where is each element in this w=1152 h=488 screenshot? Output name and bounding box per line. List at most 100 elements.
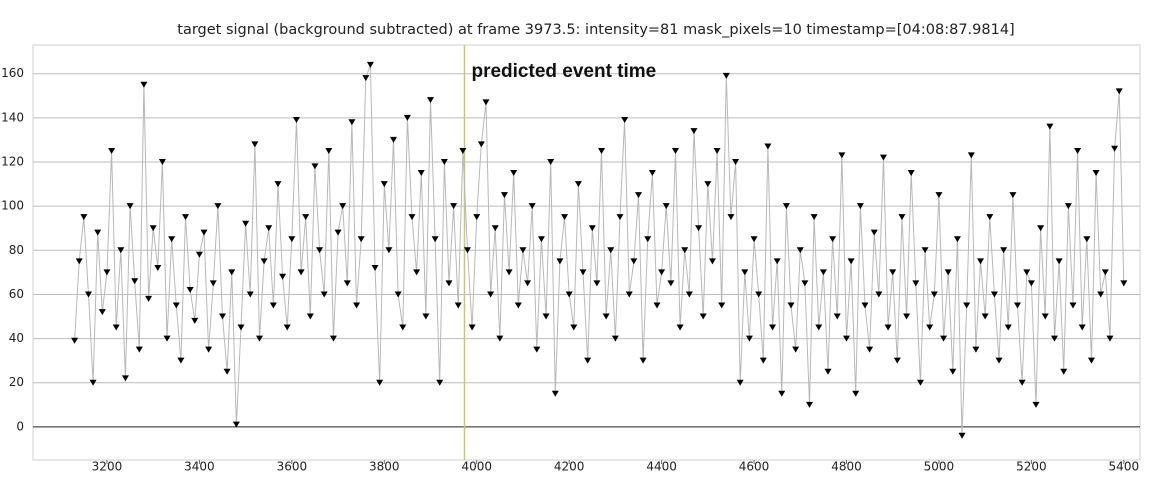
marker	[1014, 302, 1022, 309]
marker	[755, 291, 763, 298]
marker	[866, 346, 874, 353]
event-annotation: predicted event time	[471, 61, 656, 82]
marker	[255, 335, 263, 342]
marker	[782, 203, 790, 210]
marker	[195, 251, 203, 258]
marker	[824, 368, 832, 375]
marker	[778, 390, 786, 397]
marker	[722, 72, 730, 79]
marker	[829, 236, 837, 243]
marker	[505, 269, 513, 276]
x-tick-label: 5000	[924, 460, 955, 474]
marker	[713, 147, 721, 154]
marker	[1023, 269, 1031, 276]
marker	[459, 147, 467, 154]
marker	[625, 291, 633, 298]
y-tick-label: 140	[1, 110, 24, 124]
marker	[108, 147, 116, 154]
marker	[1041, 313, 1049, 320]
marker	[542, 313, 550, 320]
marker	[574, 181, 582, 188]
marker	[944, 269, 952, 276]
marker	[1092, 170, 1100, 177]
marker	[658, 269, 666, 276]
marker	[94, 229, 102, 236]
marker	[487, 291, 495, 298]
marker	[537, 236, 545, 243]
marker	[269, 302, 277, 309]
marker	[510, 170, 518, 177]
marker	[440, 158, 448, 165]
marker	[417, 170, 425, 177]
marker	[621, 117, 629, 124]
marker	[598, 147, 606, 154]
marker	[112, 324, 120, 331]
marker	[422, 313, 430, 320]
marker	[745, 335, 753, 342]
marker	[209, 280, 217, 287]
marker	[616, 214, 624, 221]
marker	[177, 357, 185, 364]
x-tick-label: 4000	[461, 460, 492, 474]
y-tick-label: 160	[1, 66, 24, 80]
marker	[366, 61, 374, 68]
marker	[741, 269, 749, 276]
marker	[399, 324, 407, 331]
marker	[819, 269, 827, 276]
marker	[1074, 147, 1082, 154]
marker	[500, 192, 508, 199]
marker	[1000, 247, 1008, 254]
y-tick-label: 80	[9, 243, 24, 257]
x-tick-label: 3200	[92, 460, 123, 474]
marker	[838, 152, 846, 159]
marker	[921, 247, 929, 254]
x-tick-label: 5400	[1109, 460, 1140, 474]
marker	[394, 291, 402, 298]
marker	[699, 313, 707, 320]
marker	[131, 278, 139, 285]
marker	[861, 302, 869, 309]
marker	[242, 220, 250, 227]
marker	[316, 247, 324, 254]
marker	[634, 192, 642, 199]
marker	[454, 302, 462, 309]
marker	[986, 214, 994, 221]
marker	[214, 203, 222, 210]
marker	[704, 181, 712, 188]
marker	[219, 313, 227, 320]
marker	[297, 269, 305, 276]
marker	[879, 154, 887, 161]
marker	[607, 247, 615, 254]
marker	[630, 258, 638, 265]
marker	[940, 335, 948, 342]
marker	[662, 203, 670, 210]
marker	[916, 379, 924, 386]
marker	[468, 324, 476, 331]
marker	[1046, 123, 1054, 130]
marker	[852, 390, 860, 397]
marker	[524, 280, 532, 287]
marker	[833, 313, 841, 320]
x-tick-label: 5200	[1016, 460, 1047, 474]
marker	[810, 214, 818, 221]
marker	[898, 214, 906, 221]
marker	[306, 313, 314, 320]
marker	[685, 291, 693, 298]
marker	[158, 158, 166, 165]
marker	[149, 225, 157, 232]
marker	[320, 291, 328, 298]
marker	[1004, 324, 1012, 331]
x-tick-label: 4800	[831, 460, 862, 474]
marker	[893, 357, 901, 364]
marker	[329, 335, 337, 342]
marker	[995, 357, 1003, 364]
marker	[990, 291, 998, 298]
marker	[450, 203, 458, 210]
marker	[445, 280, 453, 287]
chart-title: target signal (background subtracted) at…	[177, 22, 1014, 38]
marker	[491, 225, 499, 232]
marker	[496, 335, 504, 342]
marker	[648, 170, 656, 177]
marker	[884, 324, 892, 331]
